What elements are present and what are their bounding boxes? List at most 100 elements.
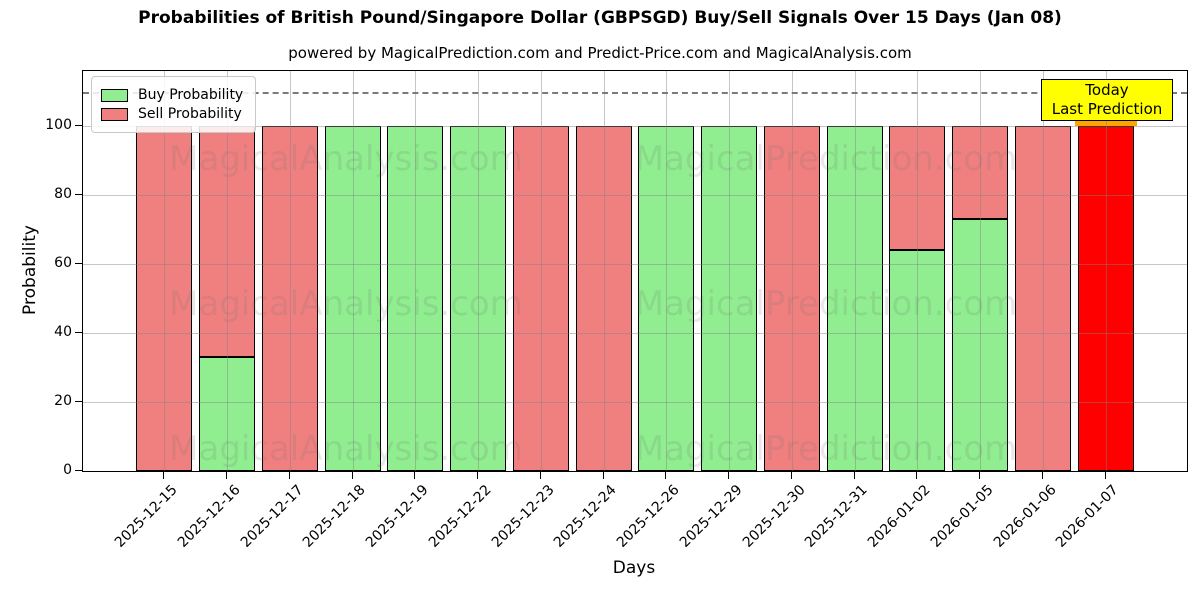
legend-row: Sell Probability [101,106,243,122]
gridline-horizontal [83,264,1187,266]
dashed-threshold-line [83,91,1187,94]
x-tick-mark [288,472,290,479]
bar-segment-buy [324,126,381,471]
gridline-vertical [980,71,982,471]
x-tick-mark [477,472,479,479]
x-tick-label: 2025-12-16 [174,482,244,551]
bar-segment-sell [136,126,193,471]
bar-segment-buy [638,126,695,471]
bar-segment-buy [952,219,1009,471]
gridline-vertical [164,71,166,471]
today-annotation: Today Last Prediction [1041,79,1173,121]
legend-label: Sell Probability [138,106,242,122]
bar-segment-buy [701,126,758,471]
x-tick-mark [728,472,730,479]
bar-segment-sell [575,126,632,471]
x-tick-mark [414,472,416,479]
x-tick-mark [351,472,353,479]
x-tick-mark [163,472,165,479]
x-tick-mark [1104,472,1106,479]
gridline-vertical [791,71,793,471]
x-tick-label: 2026-01-07 [1053,482,1122,551]
x-tick-label: 2025-12-19 [362,482,432,551]
legend-row: Buy Probability [101,87,243,103]
x-tick-mark [602,472,604,479]
chart-subtitle: powered by MagicalPrediction.com and Pre… [288,44,912,62]
bar-segment-sell [1014,126,1071,471]
y-tick-label: 80 [54,186,72,203]
legend-swatch [101,88,128,102]
gridline-vertical [1042,71,1044,471]
x-tick-mark [1041,472,1043,479]
bar-segment-buy [826,126,883,471]
x-tick-label: 2025-12-23 [488,482,558,551]
legend-label: Buy Probability [138,87,244,103]
bar-segment-sell [199,126,256,358]
gridline-horizontal [83,333,1187,335]
x-tick-label: 2025-12-17 [237,482,307,551]
y-tick-label: 20 [54,393,72,410]
gridline-horizontal [83,195,1187,197]
today-annotation-line1: Today [1085,81,1129,99]
gridline-horizontal [83,126,1187,128]
x-tick-label: 2025-12-22 [425,482,495,551]
bar-segment-sell [763,126,820,471]
x-tick-mark [979,472,981,479]
x-tick-mark [916,472,918,479]
gridline-vertical [603,71,605,471]
gridline-vertical [854,71,856,471]
x-tick-label: 2026-01-02 [864,482,934,551]
gridline-vertical [478,71,480,471]
x-tick-label: 2025-12-18 [300,482,369,551]
y-tick-label: 100 [45,117,72,134]
x-tick-mark [790,472,792,479]
y-tick-mark [75,125,82,127]
y-tick-mark [75,401,82,403]
bar-segment-buy [199,357,256,471]
x-tick-mark [226,472,228,479]
x-tick-label: 2025-12-30 [739,482,809,551]
gridline-vertical [729,71,731,471]
gridline-vertical [1105,71,1107,471]
x-tick-label: 2026-01-06 [990,482,1060,551]
y-tick-label: 40 [54,324,72,341]
bar-segment-sell [512,126,569,471]
x-tick-mark [539,472,541,479]
y-tick-mark [75,332,82,334]
x-tick-label: 2025-12-31 [802,482,871,551]
gridline-vertical [666,71,668,471]
y-tick-label: 60 [54,255,72,272]
gridline-vertical [415,71,417,471]
gridline-horizontal [83,402,1187,404]
x-axis-label: Days [612,558,656,578]
bar-segment-sell [1077,126,1134,471]
bar-segment-buy [889,250,946,471]
y-tick-mark [75,470,82,471]
x-tick-label: 2025-12-24 [551,482,620,551]
bar-segment-sell [952,126,1009,220]
x-tick-label: 2025-12-26 [613,482,683,551]
today-annotation-line2: Last Prediction [1051,100,1163,118]
x-tick-label: 2025-12-29 [676,482,746,551]
gridline-vertical [352,71,354,471]
x-tick-label: 2026-01-05 [927,482,997,551]
gridline-vertical [227,71,229,471]
y-tick-mark [75,263,82,265]
bar-segment-buy [450,126,507,471]
x-tick-label: 2025-12-15 [111,482,181,551]
bar-segment-sell [261,126,318,471]
gridline-vertical [540,71,542,471]
legend: Buy Probability Sell Probability [91,76,257,133]
legend-swatch [101,107,128,121]
chart-title: Probabilities of British Pound/Singapore… [138,8,1062,28]
gridline-vertical [289,71,291,471]
x-tick-mark [853,472,855,479]
y-tick-label: 0 [63,462,72,478]
x-tick-mark [665,472,667,479]
gridline-vertical [917,71,919,471]
bar-segment-buy [387,126,444,471]
bar-segment-sell [889,126,946,251]
y-tick-mark [75,194,82,196]
plot-area: Buy Probability Sell Probability Today La… [82,70,1188,472]
